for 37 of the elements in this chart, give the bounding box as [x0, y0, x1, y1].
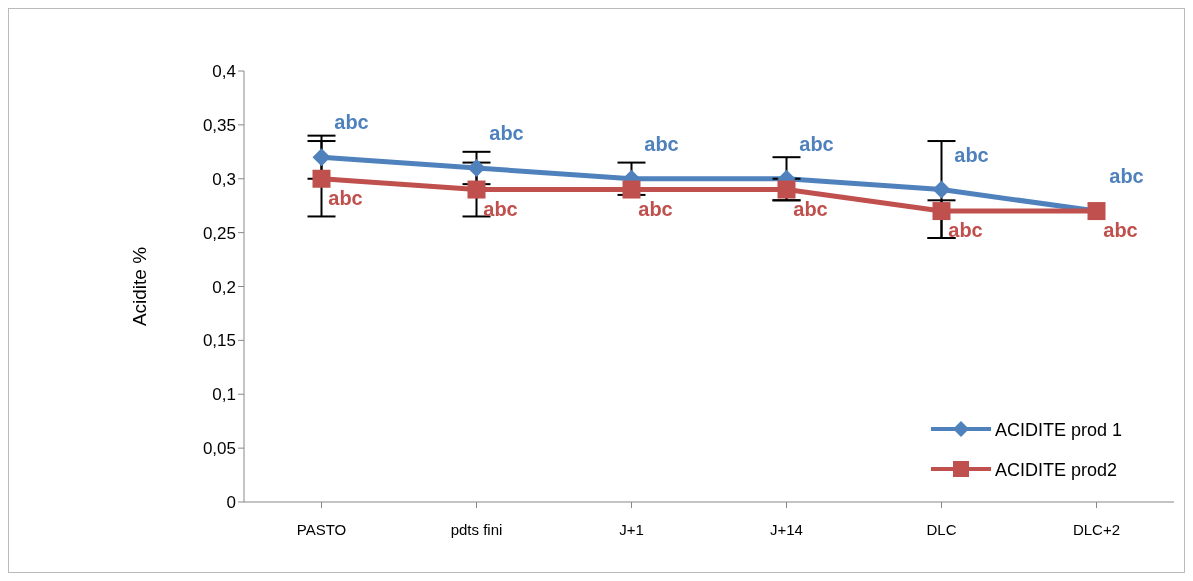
point	[932, 180, 951, 199]
point	[312, 169, 331, 188]
data-label: abc	[954, 143, 989, 166]
data-label: abc	[483, 197, 518, 220]
point	[467, 180, 486, 199]
data-label: abc	[799, 132, 834, 155]
data-label: abc	[644, 132, 679, 155]
x-tick-label: DLC	[926, 520, 957, 538]
y-tick-label: 0,3	[212, 169, 236, 189]
y-axis-title: Acidite %	[128, 246, 150, 327]
data-label: abc	[793, 197, 828, 220]
x-tick-label: pdts fini	[450, 520, 503, 538]
y-tick-label: 0,25	[202, 223, 236, 243]
legend-label: ACIDITE prod2	[995, 460, 1118, 480]
data-label: abc	[638, 197, 673, 220]
x-tick-label: J+14	[770, 520, 803, 538]
y-tick-label: 0,35	[202, 115, 236, 135]
y-tick-label: 0,15	[202, 331, 236, 351]
x-tick-label: PASTO	[296, 520, 347, 538]
data-label: abc	[489, 121, 524, 144]
point	[312, 148, 331, 167]
data-label: abc	[334, 111, 369, 134]
y-tick-label: 0	[226, 493, 236, 513]
data-label: abc	[1109, 165, 1144, 188]
y-tick-label: 0,4	[212, 62, 236, 82]
legend-label: ACIDITE prod 1	[995, 420, 1123, 440]
y-tick-label: 0,1	[212, 385, 236, 405]
x-tick-label: J+1	[619, 520, 644, 538]
data-label: abc	[948, 219, 983, 242]
point	[467, 158, 486, 177]
y-tick-label: 0,05	[202, 439, 236, 459]
data-label: abc	[328, 186, 363, 209]
x-tick-label: DLC+2	[1072, 520, 1121, 538]
point	[932, 202, 951, 221]
point	[622, 180, 641, 199]
data-label: abc	[1103, 219, 1138, 242]
y-tick-label: 0,2	[212, 277, 236, 297]
